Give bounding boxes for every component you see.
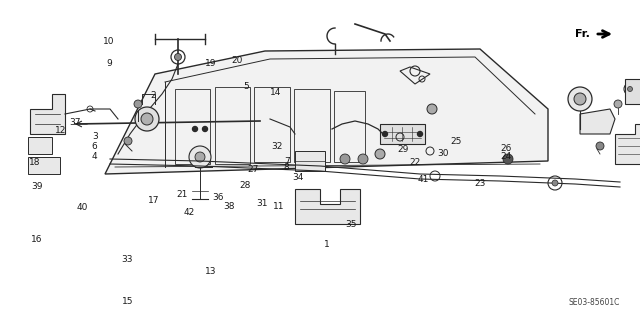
- Circle shape: [596, 142, 604, 150]
- Text: 41: 41: [418, 175, 429, 184]
- Text: 35: 35: [345, 220, 356, 229]
- Circle shape: [193, 127, 198, 131]
- Text: 37: 37: [70, 118, 81, 127]
- Text: 4: 4: [92, 152, 97, 161]
- Circle shape: [135, 107, 159, 131]
- Circle shape: [340, 154, 350, 164]
- Text: 36: 36: [212, 193, 223, 202]
- Circle shape: [189, 146, 211, 168]
- Text: 12: 12: [55, 126, 67, 135]
- Text: 23: 23: [474, 179, 486, 188]
- Text: 11: 11: [273, 202, 284, 211]
- Polygon shape: [625, 79, 640, 104]
- Polygon shape: [580, 109, 615, 134]
- Text: 42: 42: [183, 208, 195, 217]
- Text: 34: 34: [292, 173, 303, 182]
- Circle shape: [375, 149, 385, 159]
- Text: 39: 39: [31, 182, 43, 191]
- Polygon shape: [380, 124, 425, 144]
- Text: 17: 17: [148, 197, 159, 205]
- Text: 9: 9: [106, 59, 111, 68]
- Circle shape: [195, 152, 205, 162]
- Polygon shape: [28, 137, 52, 154]
- Circle shape: [552, 180, 558, 186]
- Text: 30: 30: [438, 149, 449, 158]
- Circle shape: [175, 54, 182, 61]
- Circle shape: [358, 154, 368, 164]
- Text: 8: 8: [284, 163, 289, 172]
- Circle shape: [141, 113, 153, 125]
- Polygon shape: [105, 49, 548, 174]
- Circle shape: [383, 131, 387, 137]
- Polygon shape: [295, 151, 325, 171]
- Text: 26: 26: [500, 144, 511, 153]
- Text: SE03-85601C: SE03-85601C: [568, 298, 620, 307]
- Polygon shape: [30, 94, 65, 134]
- Text: 14: 14: [269, 88, 281, 97]
- Text: 27: 27: [247, 165, 259, 174]
- Text: 32: 32: [271, 142, 282, 151]
- Text: 13: 13: [205, 267, 217, 276]
- Text: 33: 33: [121, 256, 132, 264]
- Text: 24: 24: [500, 152, 511, 161]
- Polygon shape: [615, 124, 640, 164]
- Text: Fr.: Fr.: [575, 29, 590, 39]
- Circle shape: [568, 87, 592, 111]
- Text: 3: 3: [92, 132, 97, 141]
- Text: 28: 28: [239, 181, 251, 190]
- Polygon shape: [295, 189, 360, 224]
- Circle shape: [574, 93, 586, 105]
- Circle shape: [124, 137, 132, 145]
- Text: 19: 19: [205, 59, 217, 68]
- Text: 18: 18: [29, 158, 41, 167]
- Circle shape: [614, 100, 622, 108]
- Text: 29: 29: [397, 145, 409, 154]
- Text: 16: 16: [31, 235, 43, 244]
- Circle shape: [202, 127, 207, 131]
- Circle shape: [134, 100, 142, 108]
- Text: 10: 10: [103, 37, 115, 46]
- Text: 38: 38: [223, 202, 235, 211]
- Text: 25: 25: [451, 137, 462, 146]
- Text: 15: 15: [122, 297, 134, 306]
- Text: 20: 20: [231, 56, 243, 65]
- Text: 22: 22: [409, 158, 420, 167]
- Text: 31: 31: [257, 199, 268, 208]
- Text: 6: 6: [92, 142, 97, 151]
- Polygon shape: [28, 157, 60, 174]
- Circle shape: [427, 104, 437, 114]
- Circle shape: [627, 86, 632, 92]
- Text: 2: 2: [151, 91, 156, 100]
- Circle shape: [503, 154, 513, 164]
- Text: 5: 5: [244, 82, 249, 91]
- Text: 21: 21: [177, 190, 188, 199]
- Text: 40: 40: [76, 203, 88, 212]
- Circle shape: [417, 131, 422, 137]
- Text: 7: 7: [284, 157, 289, 166]
- Text: 1: 1: [324, 240, 329, 249]
